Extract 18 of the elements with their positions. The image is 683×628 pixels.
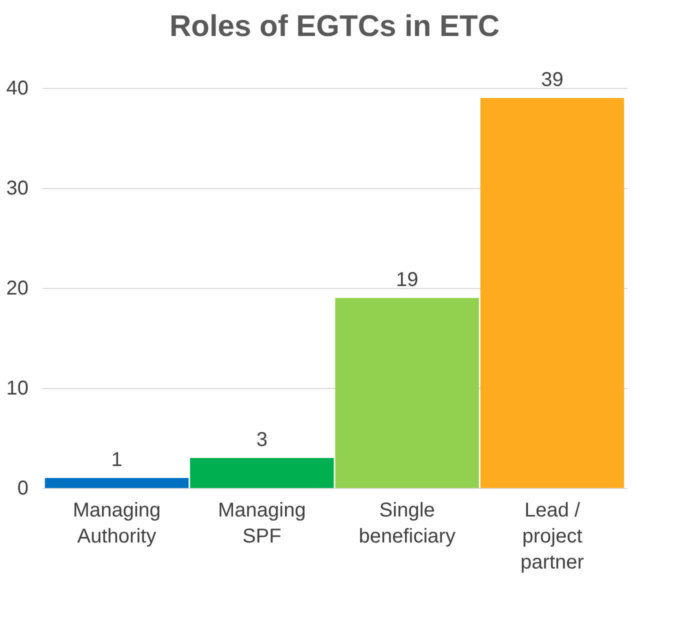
bar [44, 478, 189, 488]
data-label: 1 [111, 449, 122, 471]
x-tick-label: Managing Authority [72, 500, 161, 548]
chart-title: Roles of EGTCs in ETC [169, 10, 500, 43]
data-label: 19 [396, 269, 418, 291]
y-tick-label: 30 [6, 178, 28, 200]
data-label: 3 [256, 429, 268, 451]
y-tick-label: 10 [6, 378, 28, 400]
x-tick-label: Managing SPF [218, 500, 306, 548]
bar [480, 98, 624, 488]
data-label: 39 [541, 69, 564, 91]
y-tick-label: 40 [6, 78, 28, 100]
x-tick-label: Lead / project partner [520, 500, 584, 574]
y-tick-label: 0 [17, 478, 28, 500]
x-tick-label: Single beneficiary [358, 500, 456, 548]
bar [190, 458, 334, 488]
y-tick-label: 20 [6, 278, 28, 300]
bar [335, 298, 479, 488]
